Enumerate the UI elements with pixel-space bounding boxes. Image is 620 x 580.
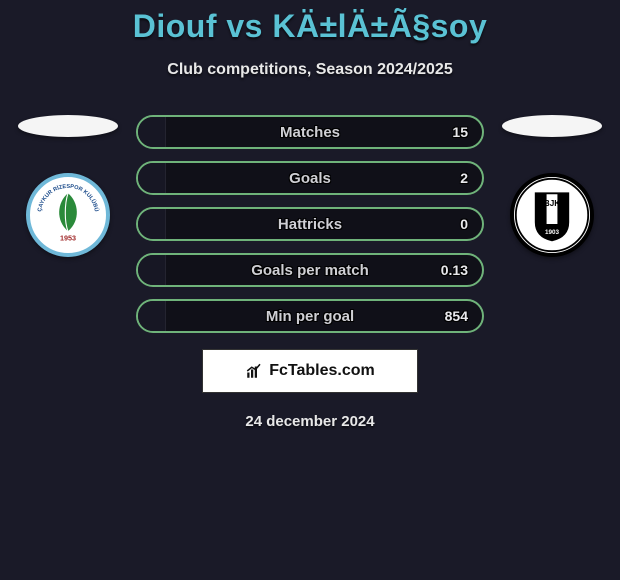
besiktas-logo-icon: BJK 1903 <box>514 177 590 253</box>
stat-bar-label: Hattricks <box>138 209 482 239</box>
brand-text: FcTables.com <box>269 362 375 380</box>
stat-bar-label: Matches <box>138 117 482 147</box>
stat-bar-fill <box>138 209 166 239</box>
stat-bar-fill <box>138 117 166 147</box>
left-column: 1953 ÇAYKUR RİZESPOR KULÜBÜ <box>18 115 118 257</box>
stat-bar-value: 854 <box>445 301 468 331</box>
page-title: Diouf vs KÄ±lÄ±Ã§soy <box>0 8 620 45</box>
right-column: BJK 1903 <box>502 115 602 257</box>
left-club-logo: 1953 ÇAYKUR RİZESPOR KULÜBÜ <box>26 173 110 257</box>
stat-bar-goals-per-match: Goals per match 0.13 <box>136 253 484 287</box>
stat-bar-value: 2 <box>460 163 468 193</box>
stat-bar-goals: Goals 2 <box>136 161 484 195</box>
svg-text:BJK: BJK <box>544 199 560 208</box>
page-subtitle: Club competitions, Season 2024/2025 <box>0 61 620 79</box>
stat-bar-matches: Matches 15 <box>136 115 484 149</box>
stat-bar-hattricks: Hattricks 0 <box>136 207 484 241</box>
stat-bar-fill <box>138 163 166 193</box>
right-club-logo: BJK 1903 <box>510 173 594 257</box>
stat-bar-min-per-goal: Min per goal 854 <box>136 299 484 333</box>
svg-text:1903: 1903 <box>545 229 560 236</box>
chart-icon <box>245 362 263 380</box>
main-row: 1953 ÇAYKUR RİZESPOR KULÜBÜ Matches 15 G… <box>0 115 620 333</box>
stat-bar-label: Goals <box>138 163 482 193</box>
stat-bar-fill <box>138 255 166 285</box>
stat-bar-value: 15 <box>452 117 468 147</box>
stat-bars: Matches 15 Goals 2 Hattricks 0 Goals per… <box>136 115 484 333</box>
left-flag-ellipse <box>18 115 118 137</box>
svg-text:1953: 1953 <box>60 233 76 242</box>
stat-bar-label: Goals per match <box>138 255 482 285</box>
rizespor-logo-icon: 1953 ÇAYKUR RİZESPOR KULÜBÜ <box>30 177 106 253</box>
right-flag-ellipse <box>502 115 602 137</box>
stat-bar-value: 0 <box>460 209 468 239</box>
stat-bar-label: Min per goal <box>138 301 482 331</box>
infographic-container: Diouf vs KÄ±lÄ±Ã§soy Club competitions, … <box>0 0 620 430</box>
date-label: 24 december 2024 <box>0 413 620 430</box>
stat-bar-value: 0.13 <box>441 255 468 285</box>
stat-bar-fill <box>138 301 166 331</box>
brand-box[interactable]: FcTables.com <box>202 349 418 393</box>
